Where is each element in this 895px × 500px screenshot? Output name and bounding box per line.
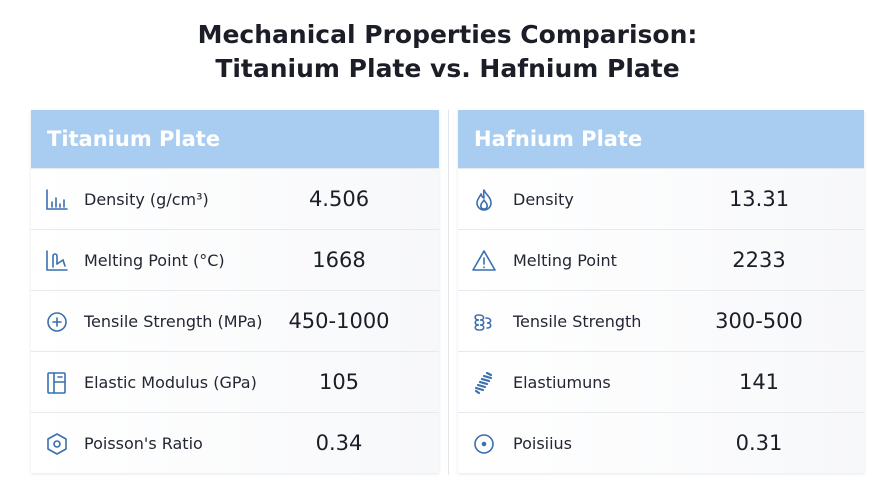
hafnium-poissons-ratio-label: Poisiius — [513, 433, 573, 453]
titanium-row-melting-point: Melting Point (°C) 1668 — [31, 229, 439, 290]
hafnium-melting-point-value: 2233 — [732, 248, 786, 272]
titanium-row-tensile-strength: Tensile Strength (MPa) 450-1000 — [31, 290, 439, 351]
thermometer-chart-icon — [44, 248, 70, 274]
titanium-density-label: Density (g/cm³) — [84, 189, 209, 209]
hafnium-elastic-modulus-label: Elastiumuns — [513, 372, 611, 392]
page-title: Mechanical Properties Comparison: Titani… — [0, 18, 895, 86]
titanium-melting-point-value: 1668 — [312, 248, 366, 272]
hafnium-density-label: Density — [513, 189, 574, 209]
hafnium-tensile-strength-label: Tensile Strength — [513, 311, 642, 331]
titanium-card: Titanium Plate Density (g/cm³) 4.506 Mel… — [31, 110, 439, 473]
titanium-tensile-strength-label: Tensile Strength (MPa) — [84, 311, 263, 331]
titanium-row-density: Density (g/cm³) 4.506 — [31, 168, 439, 229]
dot-circle-icon — [471, 431, 497, 457]
hafnium-poissons-ratio-value: 0.31 — [735, 431, 783, 455]
titanium-poissons-ratio-label: Poisson's Ratio — [84, 433, 203, 453]
titanium-elastic-modulus-label: Elastic Modulus (GPa) — [84, 372, 257, 392]
hafnium-row-poissons-ratio: Poisiius 0.31 — [458, 412, 864, 473]
spring-icon — [471, 370, 497, 396]
coil-icon — [471, 309, 497, 335]
titanium-row-elastic-modulus: Elastic Modulus (GPa) 105 — [31, 351, 439, 412]
titanium-poissons-ratio-value: 0.34 — [315, 431, 363, 455]
titanium-card-header: Titanium Plate — [31, 110, 439, 168]
modulus-frame-icon — [44, 370, 70, 396]
hafnium-row-density: Density 13.31 — [458, 168, 864, 229]
hexagon-icon — [44, 431, 70, 457]
hafnium-row-elastic-modulus: Elastiumuns 141 — [458, 351, 864, 412]
hafnium-row-tensile-strength: Tensile Strength 300-500 — [458, 290, 864, 351]
titanium-row-poissons-ratio: Poisson's Ratio 0.34 — [31, 412, 439, 473]
hafnium-density-value: 13.31 — [728, 187, 790, 211]
column-divider — [448, 110, 449, 475]
titanium-melting-point-label: Melting Point (°C) — [84, 250, 225, 270]
hafnium-melting-point-label: Melting Point — [513, 250, 617, 270]
hafnium-elastic-modulus-value: 141 — [738, 370, 780, 394]
plus-circle-icon — [44, 309, 70, 335]
title-line-1: Mechanical Properties Comparison: — [197, 20, 698, 49]
flame-icon — [471, 187, 497, 213]
titanium-elastic-modulus-value: 105 — [318, 370, 360, 394]
titanium-tensile-strength-value: 450-1000 — [288, 309, 390, 333]
warning-triangle-icon — [471, 248, 497, 274]
title-line-2: Titanium Plate vs. Hafnium Plate — [215, 54, 680, 83]
hafnium-row-melting-point: Melting Point 2233 — [458, 229, 864, 290]
hafnium-card: Hafnium Plate Density 13.31 Melting Poin… — [458, 110, 864, 473]
hafnium-card-header: Hafnium Plate — [458, 110, 864, 168]
hafnium-tensile-strength-value: 300-500 — [715, 309, 803, 333]
titanium-density-value: 4.506 — [308, 187, 370, 211]
bar-chart-icon — [44, 187, 70, 213]
